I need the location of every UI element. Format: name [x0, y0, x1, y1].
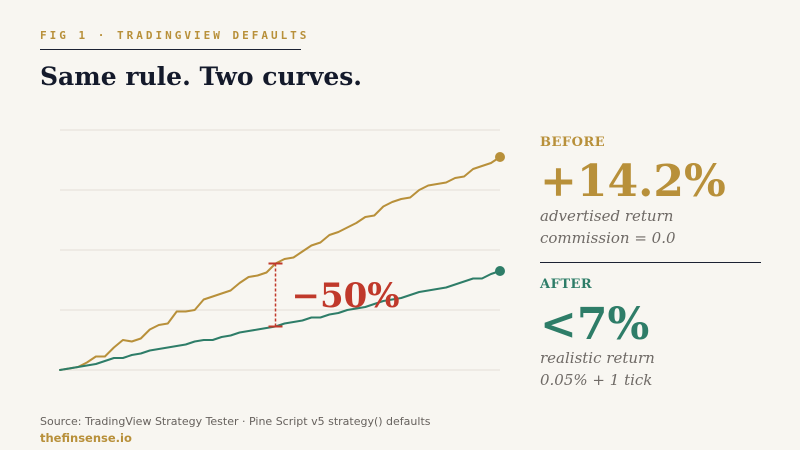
brand-link[interactable]: thefinsense.io: [40, 431, 132, 445]
series-endpoint-before: [495, 152, 505, 162]
page-title: Same rule. Two curves.: [40, 62, 363, 91]
chart-annotation: −50%: [268, 262, 400, 328]
after-note-return: realistic return: [540, 349, 655, 367]
before-label: BEFORE: [540, 135, 606, 150]
series-endpoint-after: [495, 266, 505, 276]
before-value: +14.2%: [540, 156, 726, 207]
after-label: AFTER: [540, 277, 593, 292]
after-value: <7%: [540, 299, 650, 350]
chart-gridlines: [60, 129, 500, 371]
kicker-divider: [40, 49, 301, 50]
source-note: Source: TradingView Strategy Tester · Pi…: [40, 415, 431, 428]
gap-label: −50%: [292, 276, 400, 316]
before-note-commission: commission = 0.0: [540, 229, 676, 247]
before-note-return: advertised return: [540, 207, 674, 225]
figure-kicker: FIG 1 · TRADINGVIEW DEFAULTS: [40, 29, 310, 42]
chart-series: [59, 152, 505, 371]
series-line-after: [59, 270, 501, 371]
after-note-costs: 0.05% + 1 tick: [540, 371, 653, 389]
series-line-before: [59, 156, 501, 371]
panel-divider: [540, 262, 761, 263]
